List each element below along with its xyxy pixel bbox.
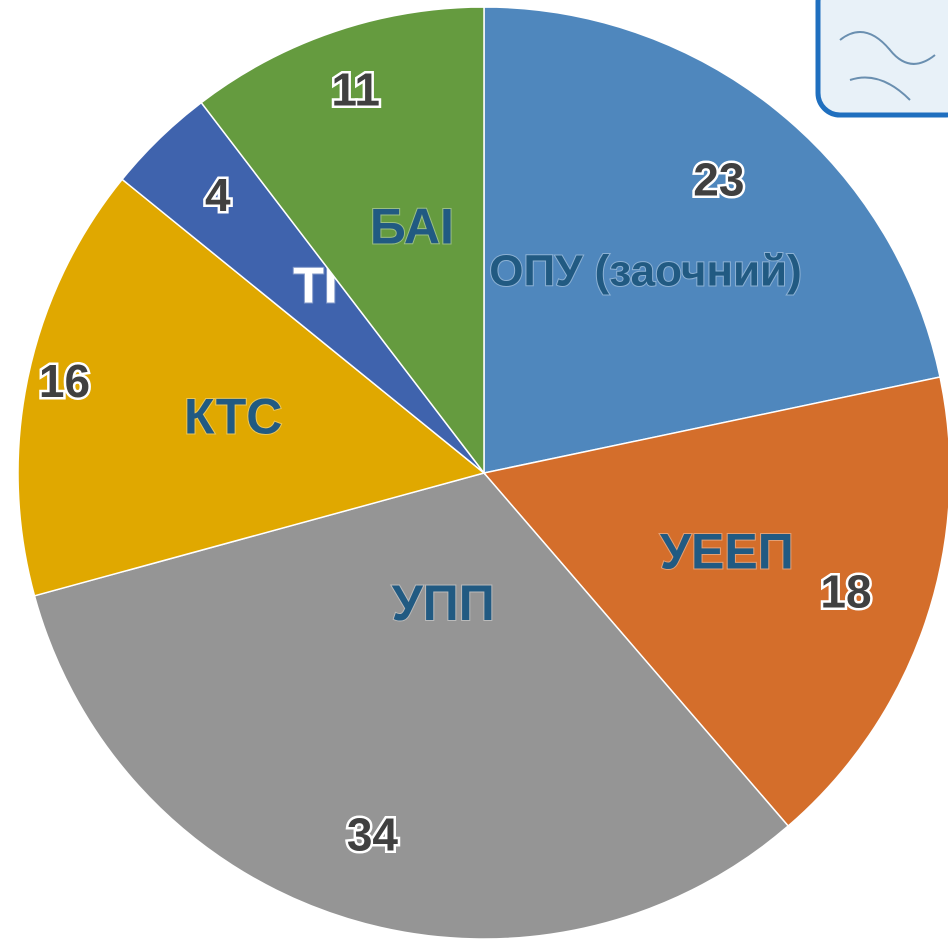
value-label: 4: [205, 169, 231, 221]
value-label: 16: [39, 355, 90, 407]
chart: 23ОПУ (заочний)18УЕЕП34УПП16КТС4ТІ11БАІ: [0, 0, 948, 943]
category-label: УЕЕП: [660, 523, 794, 579]
value-label: 23: [693, 154, 744, 206]
logo-image: [818, 0, 948, 115]
value-label: 18: [820, 566, 871, 618]
category-label: ОПУ (заочний): [489, 247, 802, 296]
value-label: 11: [331, 64, 380, 116]
category-label: КТС: [184, 388, 282, 444]
category-label: БАІ: [370, 198, 454, 254]
value-label: 34: [347, 809, 399, 861]
category-label: УПП: [392, 575, 495, 631]
